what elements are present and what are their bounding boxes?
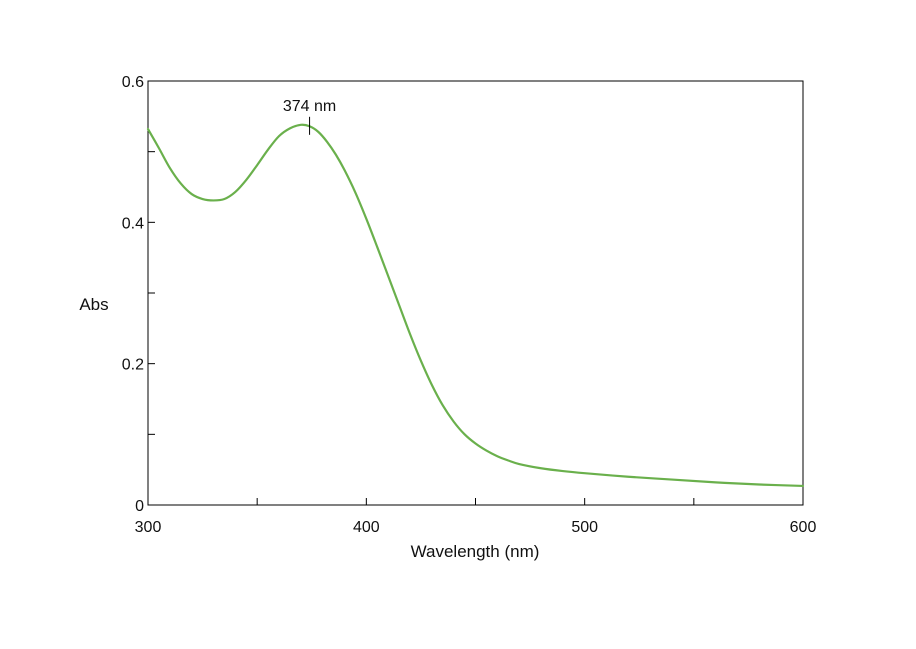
axis-tick-labels: 300 400 500 600 0 0.2 0.4 0.6 (122, 74, 817, 536)
plot-frame (147, 80, 804, 506)
peak-label: 374 nm (283, 98, 336, 115)
y-tick-label: 0.6 (122, 74, 144, 91)
y-axis-label: Abs (79, 295, 108, 314)
x-axis-label: Wavelength (nm) (411, 542, 540, 561)
x-tick-label: 500 (571, 519, 598, 536)
x-tick-label: 400 (353, 519, 380, 536)
y-tick-label: 0.4 (122, 215, 144, 232)
x-tick-label: 300 (135, 519, 162, 536)
y-tick-label: 0 (135, 498, 144, 515)
series-line (146, 123, 805, 488)
axis-ticks (147, 80, 804, 506)
x-tick-label: 600 (790, 519, 817, 536)
y-tick-label: 0.2 (122, 357, 144, 374)
annotations: 374 nm (283, 98, 336, 135)
